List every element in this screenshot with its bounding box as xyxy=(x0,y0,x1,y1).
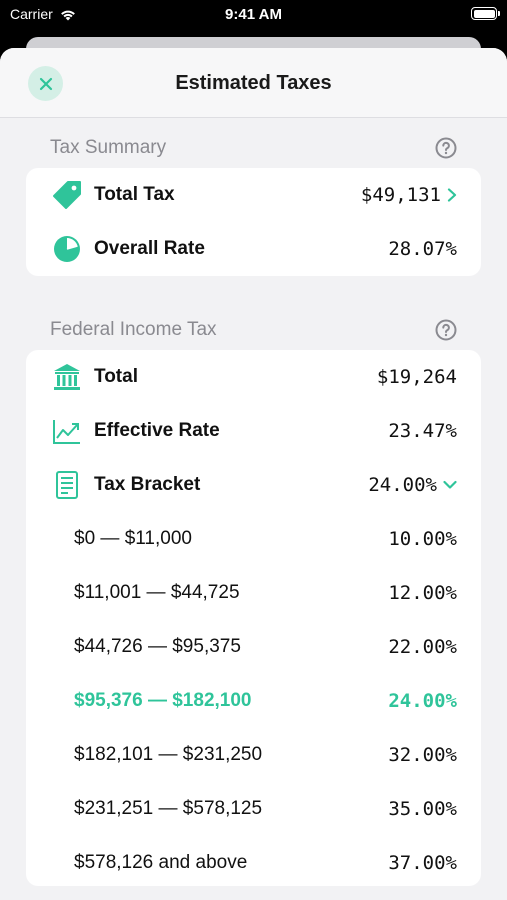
bracket-range: $95,376 — $182,100 xyxy=(74,690,252,711)
bracket-row: $578,126 and above 37.00% xyxy=(26,836,481,890)
chevron-down-icon xyxy=(443,480,457,489)
pie-chart-icon xyxy=(52,234,82,264)
bracket-rate: 10.00% xyxy=(388,528,457,550)
total-tax-label: Total Tax xyxy=(94,184,175,205)
bracket-row-active: $95,376 — $182,100 24.00% xyxy=(26,674,481,728)
battery-icon xyxy=(471,7,500,20)
wifi-icon xyxy=(60,10,75,20)
close-button[interactable] xyxy=(28,66,63,101)
total-tax-amount: $49,131 xyxy=(360,184,441,206)
bracket-row: $182,101 — $231,250 32.00% xyxy=(26,728,481,782)
bracket-range: $0 — $11,000 xyxy=(74,528,192,549)
page-title: Estimated Taxes xyxy=(175,72,332,94)
tax-bracket-row[interactable]: Tax Bracket 24.00% xyxy=(26,458,481,512)
federal-total-row: Total $19,264 xyxy=(26,350,481,404)
tag-icon xyxy=(52,180,82,210)
bracket-rate: 37.00% xyxy=(388,852,457,874)
carrier: Carrier xyxy=(10,6,77,22)
sheet-header: Estimated Taxes xyxy=(0,48,507,118)
total-tax-value: $49,131 xyxy=(361,184,457,206)
tax-bracket-rate: 24.00% xyxy=(368,474,437,496)
overall-rate-value: 28.07% xyxy=(388,238,457,260)
clock: 9:41 AM xyxy=(225,6,282,23)
bracket-range: $44,726 — $95,375 xyxy=(74,636,241,657)
tax-bracket-value: 24.00% xyxy=(368,474,457,496)
federal-total-label: Total xyxy=(94,366,138,387)
bracket-rate: 24.00% xyxy=(388,690,457,712)
effective-rate-value: 23.47% xyxy=(388,420,457,442)
effective-rate-row: Effective Rate 23.47% xyxy=(26,404,481,458)
carrier-label: Carrier xyxy=(10,6,53,22)
bracket-row: $231,251 — $578,125 35.00% xyxy=(26,782,481,836)
federal-income-tax-heading: Federal Income Tax xyxy=(50,319,217,340)
tax-bracket-label: Tax Bracket xyxy=(94,474,201,495)
effective-rate-label: Effective Rate xyxy=(94,420,220,441)
chevron-right-icon xyxy=(447,188,457,202)
estimated-taxes-sheet: Estimated Taxes Tax Summary Total Tax $4… xyxy=(0,48,507,900)
help-icon[interactable] xyxy=(435,319,457,341)
federal-total-value: $19,264 xyxy=(376,366,457,388)
total-tax-row[interactable]: Total Tax $49,131 xyxy=(26,168,481,222)
document-icon xyxy=(52,470,82,500)
federal-income-tax-card: Total $19,264 Effective Rate 23.47% T xyxy=(26,350,481,886)
status-bar: Carrier 9:41 AM xyxy=(0,0,507,30)
bracket-rate: 22.00% xyxy=(388,636,457,658)
overall-rate-label: Overall Rate xyxy=(94,238,205,259)
bracket-rate: 12.00% xyxy=(388,582,457,604)
bracket-range: $578,126 and above xyxy=(74,852,248,873)
trend-chart-icon xyxy=(52,416,82,446)
tax-summary-card: Total Tax $49,131 Overall Rate 28.07% xyxy=(26,168,481,276)
bank-icon xyxy=(52,362,82,392)
tax-summary-heading: Tax Summary xyxy=(50,137,167,158)
bracket-range: $182,101 — $231,250 xyxy=(74,744,263,765)
bracket-range: $231,251 — $578,125 xyxy=(74,798,263,819)
bracket-rate: 35.00% xyxy=(388,798,457,820)
bracket-row: $0 — $11,000 10.00% xyxy=(26,512,481,566)
help-icon[interactable] xyxy=(435,137,457,159)
bracket-row: $44,726 — $95,375 22.00% xyxy=(26,620,481,674)
bracket-rate: 32.00% xyxy=(388,744,457,766)
overall-rate-row: Overall Rate 28.07% xyxy=(26,222,481,276)
close-icon xyxy=(39,77,52,90)
bracket-row: $11,001 — $44,725 12.00% xyxy=(26,566,481,620)
bracket-range: $11,001 — $44,725 xyxy=(74,582,240,603)
